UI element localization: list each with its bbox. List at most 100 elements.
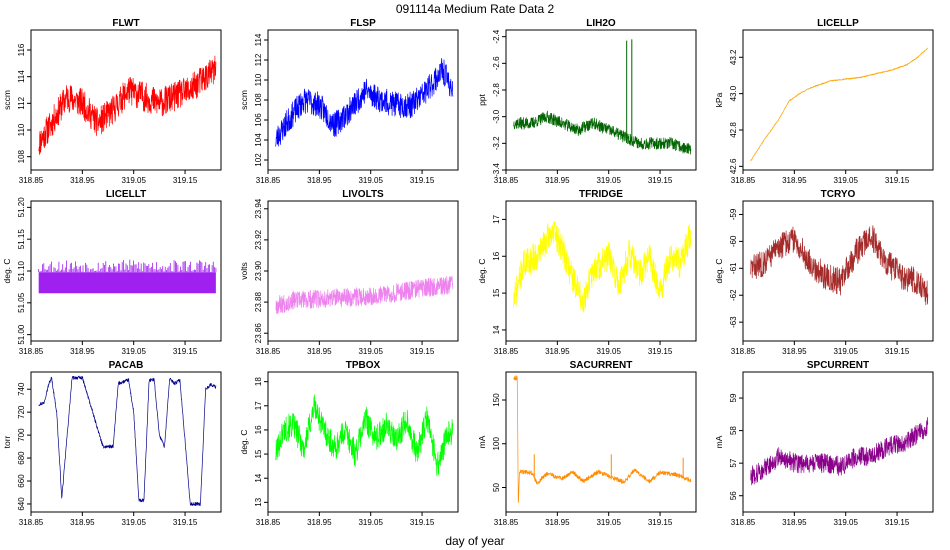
x-tick-label: 319.15 bbox=[885, 518, 910, 527]
y-tick-label: 51.15 bbox=[17, 229, 26, 250]
y-tick-label: 56 bbox=[729, 491, 738, 500]
x-tick-label: 318.95 bbox=[307, 176, 332, 185]
panel-licellp: LICELLP kPa 42.6 42.8 43.0 43.2 318.85 318.95 31… bbox=[714, 18, 934, 185]
panel-spcurrent: SPCURRENT mA 56 57 58 59 318.85 318.95 319.05 319… bbox=[714, 360, 934, 527]
y-axis-label: deg. C bbox=[714, 258, 724, 283]
x-tick-label: 319.05 bbox=[358, 347, 383, 356]
y-tick-label: 150 bbox=[492, 393, 501, 407]
x-tick-label: 318.95 bbox=[545, 518, 570, 527]
y-tick-label: 720 bbox=[17, 405, 26, 419]
x-tick-label: 318.85 bbox=[494, 518, 519, 527]
x-tick-label: 319.05 bbox=[596, 347, 621, 356]
y-tick-label: 114 bbox=[254, 33, 263, 46]
plot-frame bbox=[267, 371, 459, 513]
x-tick-label: 318.95 bbox=[782, 176, 807, 185]
series-line bbox=[513, 375, 692, 503]
y-tick-label: 16 bbox=[492, 251, 501, 260]
series-spikes bbox=[38, 259, 217, 273]
panel-title: PACAB bbox=[109, 360, 144, 371]
x-tick-label: 318.85 bbox=[494, 176, 519, 185]
panel-sacurrent: SACURRENT mA 50 100 150 318.85 318.95 319.05 319… bbox=[477, 360, 697, 527]
y-tick-label: 23.88 bbox=[254, 292, 263, 313]
x-tick-label: 318.95 bbox=[70, 518, 95, 527]
x-tick-label: 318.85 bbox=[494, 347, 519, 356]
y-axis-label: torr bbox=[2, 435, 12, 448]
plot-frame bbox=[505, 371, 697, 513]
x-tick-label: 318.95 bbox=[70, 347, 95, 356]
plot-frame bbox=[505, 200, 697, 342]
y-tick-label: 51.05 bbox=[17, 292, 26, 313]
x-tick-label: 319.15 bbox=[410, 518, 435, 527]
y-tick-label: -3.4 bbox=[492, 163, 501, 177]
y-tick-label: 640 bbox=[17, 497, 26, 511]
panel-title: FLSP bbox=[350, 18, 376, 29]
y-tick-label: -2.6 bbox=[492, 56, 501, 70]
y-tick-label: 114 bbox=[17, 70, 26, 83]
x-tick-label: 318.85 bbox=[731, 518, 756, 527]
x-tick-label: 319.15 bbox=[410, 347, 435, 356]
y-tick-label: 50 bbox=[492, 483, 501, 492]
plot-frame bbox=[267, 200, 459, 342]
y-tick-label: 18 bbox=[254, 377, 263, 386]
y-tick-label: 51.00 bbox=[17, 324, 26, 345]
y-tick-label: 700 bbox=[17, 428, 26, 442]
panel-lih2o: LIH2O ppt -3.4 -3.2 -3.0 -2.8 -2.6 -2.4 318.85 31… bbox=[477, 18, 697, 185]
series-line bbox=[513, 110, 692, 155]
y-axis-label: kPa bbox=[714, 92, 724, 107]
y-tick-label: 23.86 bbox=[254, 323, 263, 344]
plot-frame bbox=[742, 29, 934, 171]
x-tick-label: 319.15 bbox=[410, 176, 435, 185]
panel-title: TCRYO bbox=[821, 189, 856, 200]
y-axis-label: sccm bbox=[239, 90, 249, 110]
y-tick-label: 100 bbox=[492, 437, 501, 451]
y-tick-label: 112 bbox=[17, 96, 26, 109]
y-tick-label: -2.8 bbox=[492, 83, 501, 97]
panel-tcryo: TCRYO deg. C -63 -62 -61 -60 -59 318.85 318.95 31… bbox=[714, 189, 934, 356]
panel-title: LICELLT bbox=[106, 189, 146, 200]
x-tick-label: 318.95 bbox=[782, 518, 807, 527]
y-tick-label: 59 bbox=[729, 393, 738, 402]
x-tick-label: 318.85 bbox=[256, 518, 281, 527]
plot-frame bbox=[742, 371, 934, 513]
x-tick-label: 319.05 bbox=[596, 176, 621, 185]
y-tick-label: 58 bbox=[729, 426, 738, 435]
x-tick-label: 318.95 bbox=[545, 176, 570, 185]
x-tick-label: 318.85 bbox=[256, 176, 281, 185]
x-tick-label: 318.95 bbox=[782, 347, 807, 356]
y-tick-label: 108 bbox=[254, 93, 263, 107]
series-line bbox=[750, 225, 929, 306]
x-tick-label: 319.05 bbox=[833, 518, 858, 527]
panel-flsp: FLSP sccm 102 104 106 108 110 112 114 318.85 318.9… bbox=[239, 18, 459, 185]
x-tick-label: 319.05 bbox=[121, 347, 146, 356]
x-tick-label: 318.95 bbox=[70, 176, 95, 185]
x-tick-label: 318.85 bbox=[19, 518, 44, 527]
y-axis-label: mA bbox=[477, 435, 487, 448]
figure-xlabel: day of year bbox=[445, 534, 504, 548]
x-tick-label: 319.15 bbox=[648, 176, 673, 185]
panel-title: LICELLP bbox=[817, 18, 859, 29]
y-tick-label: -62 bbox=[729, 289, 738, 301]
x-tick-label: 319.05 bbox=[833, 176, 858, 185]
series-line bbox=[275, 276, 454, 315]
panel-title: LIVOLTS bbox=[342, 189, 384, 200]
panels: FLWT sccm 108 110 112 114 116 318.85 318.95 319.0… bbox=[2, 18, 934, 527]
panel-title: SPCURRENT bbox=[807, 360, 869, 371]
y-tick-label: 23.92 bbox=[254, 229, 263, 250]
y-tick-label: 110 bbox=[17, 123, 26, 136]
y-tick-label: 23.94 bbox=[254, 198, 263, 219]
x-tick-label: 319.05 bbox=[596, 518, 621, 527]
x-tick-label: 319.05 bbox=[358, 518, 383, 527]
y-tick-label: 16 bbox=[254, 425, 263, 434]
y-tick-label: 740 bbox=[17, 382, 26, 396]
plot-frame bbox=[742, 200, 934, 342]
plot-frame bbox=[30, 371, 222, 513]
x-tick-label: 318.95 bbox=[307, 518, 332, 527]
y-tick-label: -59 bbox=[729, 208, 738, 220]
y-tick-label: 14 bbox=[492, 325, 501, 334]
y-tick-label: 104 bbox=[254, 133, 263, 147]
y-axis-label: volts bbox=[239, 262, 249, 279]
y-tick-label: -60 bbox=[729, 235, 738, 247]
y-tick-label: 116 bbox=[17, 43, 26, 56]
x-tick-label: 319.15 bbox=[173, 347, 198, 356]
